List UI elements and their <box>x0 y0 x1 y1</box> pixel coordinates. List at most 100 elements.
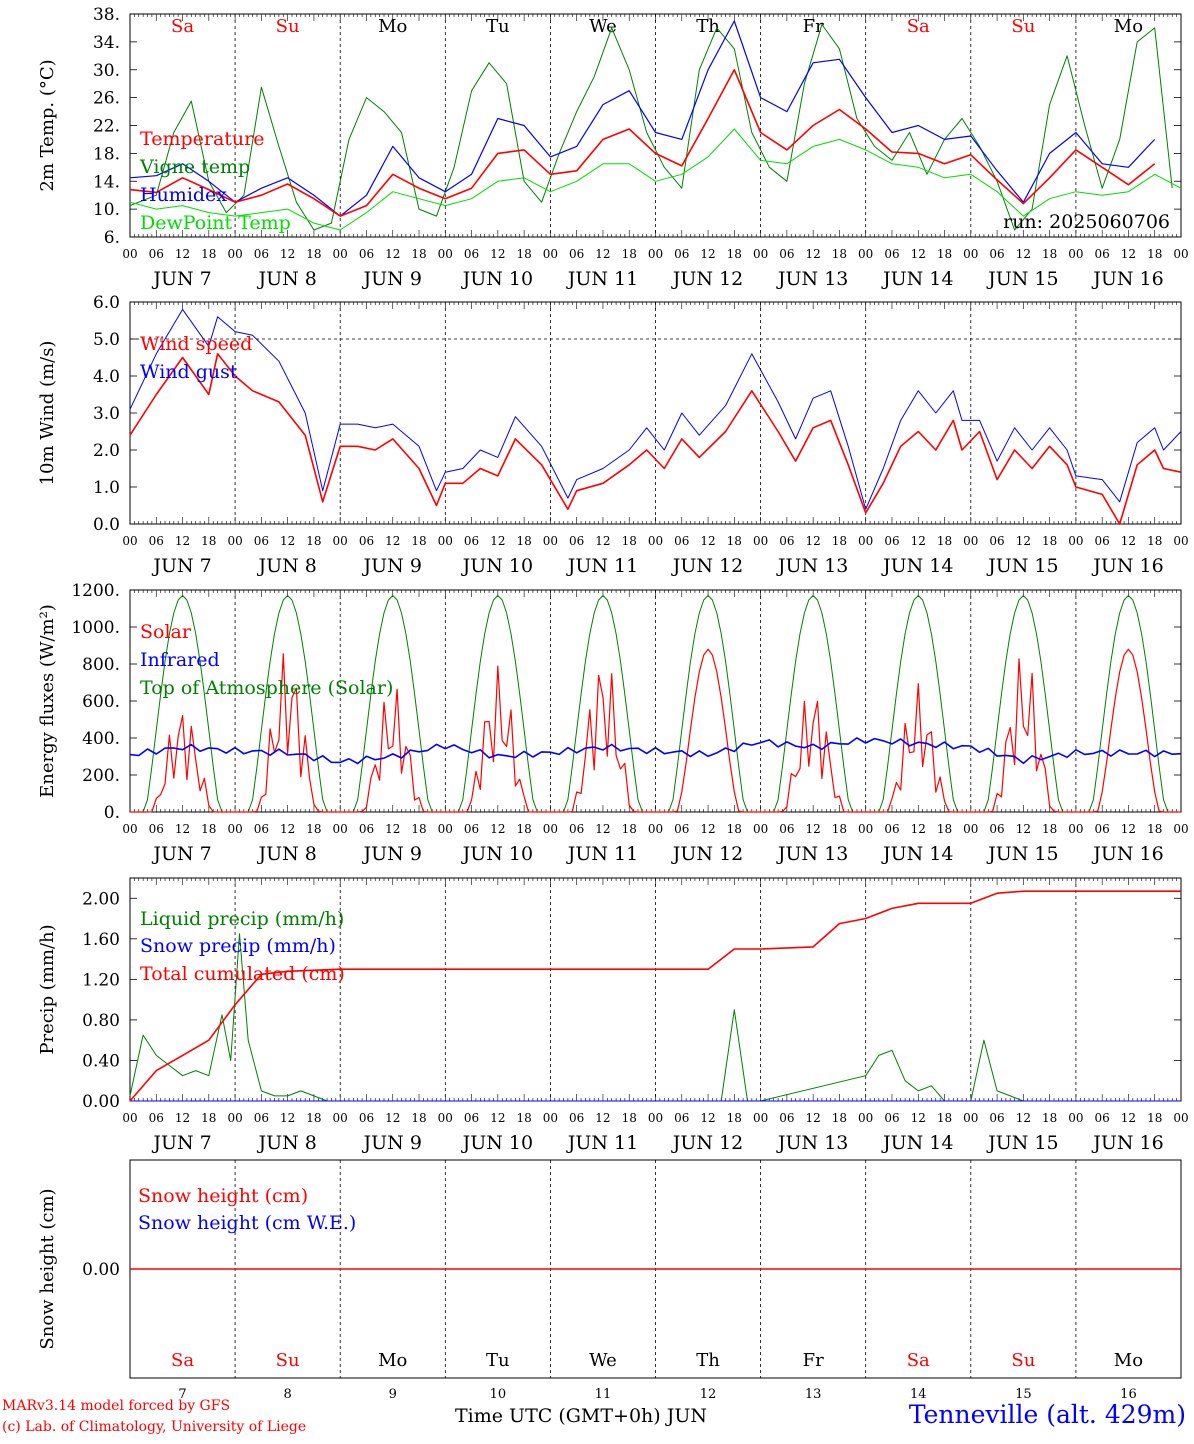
hour-tick-label: 12 <box>595 1111 610 1125</box>
hour-tick-label: 00 <box>753 247 768 261</box>
hour-tick-label: 18 <box>516 822 531 836</box>
hour-tick-label: 12 <box>1016 822 1031 836</box>
hour-tick-label: 18 <box>832 1111 847 1125</box>
hour-tick-label: 00 <box>648 1111 663 1125</box>
hour-tick-label: 12 <box>806 1111 821 1125</box>
hour-tick-label: 06 <box>359 247 374 261</box>
weekday-label: Th <box>696 16 720 37</box>
day-number: 10 <box>490 1387 507 1402</box>
legend-entry: Snow precip (mm/h) <box>140 935 336 957</box>
run-label: run: 2025060706 <box>1003 211 1170 233</box>
y-axis-title: 10m Wind (m/s) <box>37 341 58 486</box>
hour-tick-label: 18 <box>306 1111 321 1125</box>
hour-tick-label: 12 <box>490 247 505 261</box>
hour-tick-label: 00 <box>858 822 873 836</box>
hour-tick-label: 00 <box>438 247 453 261</box>
day-label: JUN 16 <box>1091 1132 1163 1154</box>
hour-tick-label: 00 <box>648 822 663 836</box>
hour-tick-label: 06 <box>254 1111 269 1125</box>
hour-tick-label: 06 <box>569 247 584 261</box>
weekday-label: Sa <box>907 1350 930 1371</box>
day-label: JUN 10 <box>461 1132 533 1154</box>
day-number: 7 <box>178 1387 186 1402</box>
hour-tick-label: 06 <box>674 822 689 836</box>
legend-entry: Snow height (cm W.E.) <box>138 1212 356 1234</box>
weekday-label: Mo <box>1114 16 1143 37</box>
hour-tick-label: 18 <box>306 247 321 261</box>
hour-tick-label: 00 <box>1173 534 1188 548</box>
day-label: JUN 9 <box>362 555 422 577</box>
hour-tick-label: 06 <box>149 822 164 836</box>
hour-tick-label: 18 <box>622 1111 637 1125</box>
hour-tick-label: 00 <box>1068 534 1083 548</box>
hour-tick-label: 18 <box>516 1111 531 1125</box>
day-label: JUN 13 <box>776 268 848 290</box>
hour-tick-label: 06 <box>569 822 584 836</box>
y-tick-label: 14. <box>93 172 120 192</box>
y-tick-label: 0.40 <box>82 1051 120 1071</box>
hour-tick-label: 18 <box>832 822 847 836</box>
hour-tick-label: 12 <box>175 247 190 261</box>
series-line-humidex <box>129 20 1156 217</box>
y-tick-label: 0.80 <box>82 1011 120 1031</box>
hour-tick-label: 12 <box>911 822 926 836</box>
hour-tick-label: 06 <box>1095 247 1110 261</box>
y-tick-label: 6. <box>104 228 120 248</box>
x-axis-title: Time UTC (GMT+0h) JUN <box>455 1405 707 1427</box>
y-tick-label: 6.0 <box>93 293 120 313</box>
legend-entry: Solar <box>140 621 192 643</box>
hour-tick-label: 00 <box>753 1111 768 1125</box>
hour-tick-label: 06 <box>359 822 374 836</box>
y-tick-label: 2.0 <box>93 441 120 461</box>
series-line-wind-speed <box>129 352 1182 525</box>
hour-tick-label: 00 <box>963 534 978 548</box>
hour-tick-label: 12 <box>595 247 610 261</box>
day-number: 8 <box>284 1387 292 1402</box>
hour-tick-label: 00 <box>858 534 873 548</box>
hour-tick-label: 00 <box>438 1111 453 1125</box>
hour-tick-label: 12 <box>280 1111 295 1125</box>
y-tick-label: 0.00 <box>82 1260 120 1280</box>
hour-tick-label: 18 <box>1042 247 1057 261</box>
hour-tick-label: 00 <box>1173 1111 1188 1125</box>
day-label: JUN 12 <box>671 843 743 865</box>
day-number: 15 <box>1015 1387 1032 1402</box>
hour-tick-label: 06 <box>359 1111 374 1125</box>
hour-tick-label: 00 <box>1173 822 1188 836</box>
hour-tick-label: 18 <box>622 822 637 836</box>
hour-tick-label: 18 <box>937 247 952 261</box>
panel-5: 0.00 Snow height (cm) Sa Su Mo Tu We Th Fr Sa Su Mo… <box>37 1159 1182 1402</box>
hour-tick-label: 00 <box>1068 247 1083 261</box>
hour-tick-label: 12 <box>911 534 926 548</box>
hour-tick-label: 06 <box>779 822 794 836</box>
hour-tick-label: 18 <box>727 247 742 261</box>
series-line-dewpoint-temp <box>129 128 1182 231</box>
hour-tick-label: 06 <box>674 247 689 261</box>
day-label: JUN 13 <box>776 555 848 577</box>
hour-tick-label: 06 <box>254 247 269 261</box>
y-axis-title: Snow height (cm) <box>37 1188 58 1349</box>
day-number: 16 <box>1120 1387 1137 1402</box>
y-axis-title: Precip (mm/h) <box>37 924 58 1054</box>
hour-tick-label: 12 <box>280 247 295 261</box>
hour-tick-label: 06 <box>569 1111 584 1125</box>
day-label: JUN 16 <box>1091 843 1163 865</box>
hour-tick-label: 18 <box>622 534 637 548</box>
hour-tick-label: 06 <box>149 534 164 548</box>
hour-tick-label: 12 <box>490 534 505 548</box>
hour-tick-label: 06 <box>149 1111 164 1125</box>
day-label: JUN 11 <box>566 1132 638 1154</box>
day-label: JUN 11 <box>566 843 638 865</box>
day-number: 9 <box>389 1387 397 1402</box>
hour-tick-label: 18 <box>832 534 847 548</box>
weekday-label: Sa <box>171 16 194 37</box>
day-label: JUN 15 <box>986 268 1058 290</box>
hour-tick-label: 06 <box>254 822 269 836</box>
day-label: JUN 8 <box>256 1132 316 1154</box>
hour-tick-label: 06 <box>989 247 1004 261</box>
hour-tick-label: 12 <box>700 1111 715 1125</box>
hour-tick-label: 12 <box>700 247 715 261</box>
hour-tick-label: 18 <box>1147 247 1162 261</box>
day-label: JUN 14 <box>881 1132 953 1154</box>
day-label: JUN 15 <box>986 843 1058 865</box>
